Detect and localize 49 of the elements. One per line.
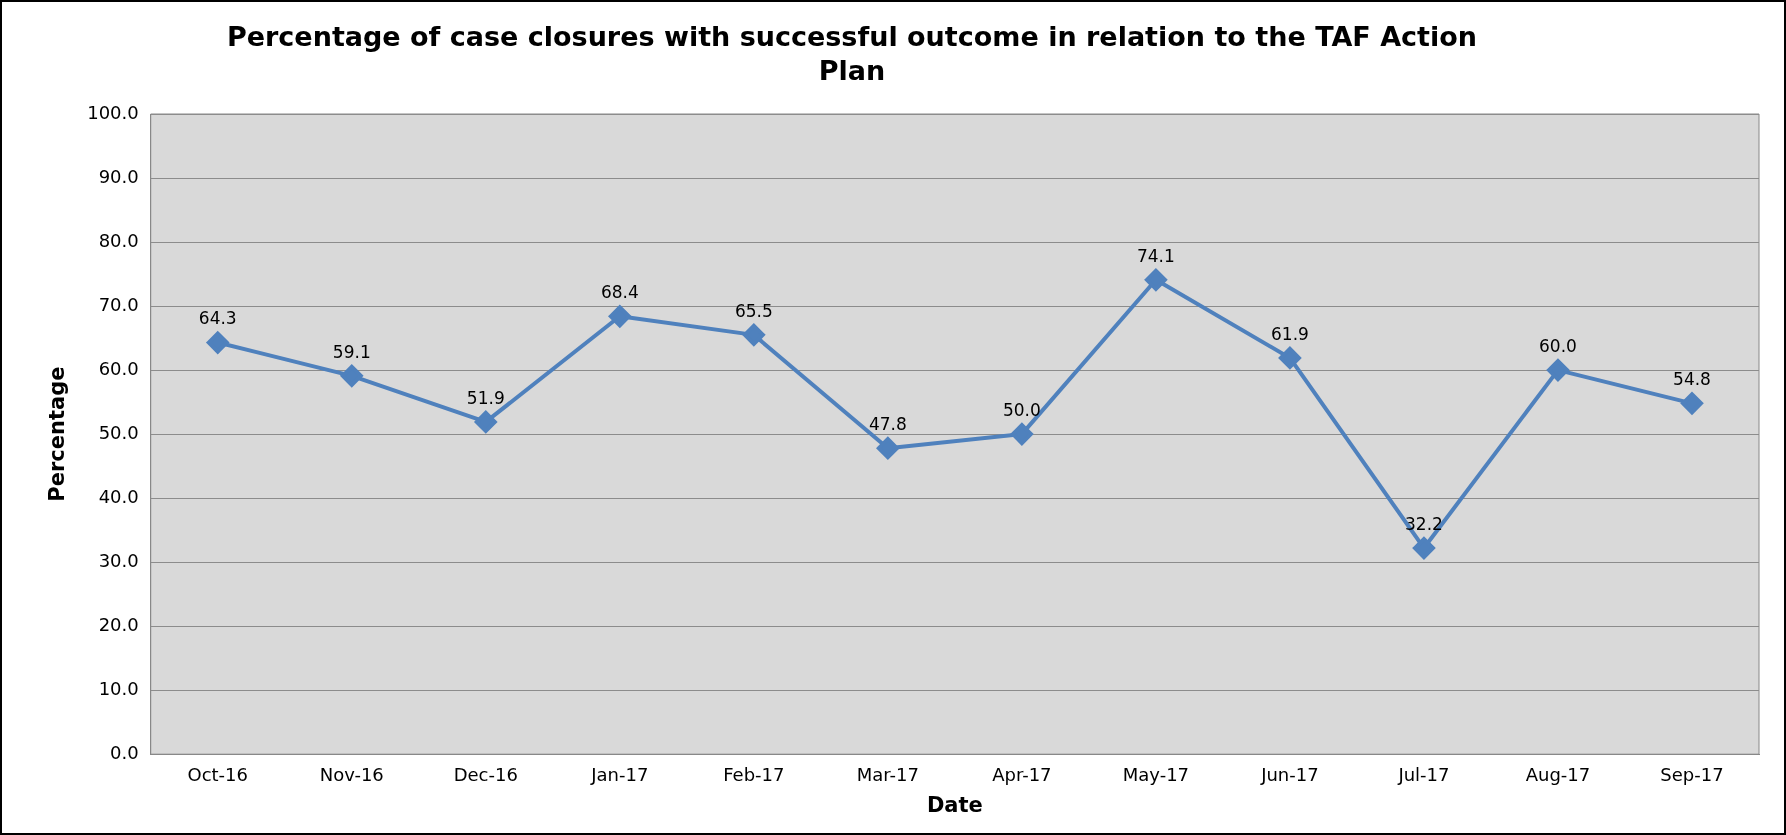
y-tick-label: 100.0 (87, 101, 139, 123)
data-label: 51.9 (466, 387, 505, 408)
data-label: 47.8 (868, 414, 907, 435)
point (340, 364, 363, 387)
x-tick-label: Jun-17 (1260, 763, 1319, 785)
data-label: 50.0 (1002, 400, 1041, 421)
y-tick-label: 40.0 (98, 485, 139, 507)
y-axis-title: Percentage (45, 366, 70, 502)
point (1546, 359, 1569, 382)
point (1144, 268, 1167, 291)
x-tick-label: Aug-17 (1525, 763, 1591, 785)
x-tick-label: Sep-17 (1660, 763, 1724, 785)
data-label: 74.1 (1136, 245, 1175, 266)
x-tick-label: Oct-16 (187, 763, 249, 785)
y-tick-label: 0.0 (110, 741, 139, 763)
point (1278, 346, 1301, 369)
y-tick-label: 20.0 (98, 613, 139, 635)
data-label: 64.3 (198, 308, 237, 329)
point (608, 305, 631, 328)
x-tick-label: May-17 (1122, 763, 1190, 785)
data-label: 54.8 (1673, 369, 1711, 390)
point (1010, 423, 1033, 446)
y-tick-label: 60.0 (98, 357, 139, 379)
point (742, 323, 765, 346)
x-tick-label: Nov-16 (319, 763, 384, 785)
y-tick-label: 80.0 (98, 229, 139, 251)
point (206, 331, 229, 354)
x-axis-title: Date (926, 792, 983, 817)
point (876, 437, 899, 460)
data-label: 65.5 (734, 300, 773, 321)
x-tick-label: Dec-16 (453, 763, 518, 785)
data-label: 60.0 (1539, 336, 1577, 356)
x-tick-label: Feb-17 (723, 763, 785, 785)
data-label: 61.9 (1270, 323, 1309, 344)
x-tick-label: Mar-17 (856, 763, 919, 785)
point (1412, 537, 1435, 560)
y-tick-label: 30.0 (98, 549, 139, 571)
y-tick-label: 90.0 (98, 165, 139, 187)
x-tick-label: Jan-17 (590, 763, 649, 785)
point (1680, 392, 1703, 415)
data-label: 68.4 (600, 282, 639, 303)
y-tick-label: 70.0 (98, 293, 139, 315)
x-tick-label: Jul-17 (1397, 763, 1450, 785)
y-tick-label: 10.0 (98, 677, 139, 699)
chart-title: Percentage of case closures with successful outcome in relation to the TAF Action Plan (225, 20, 1479, 88)
point (474, 410, 497, 433)
x-tick-label: Apr-17 (992, 763, 1052, 785)
data-label: 59.1 (332, 341, 371, 362)
y-tick-label: 50.0 (98, 421, 139, 443)
